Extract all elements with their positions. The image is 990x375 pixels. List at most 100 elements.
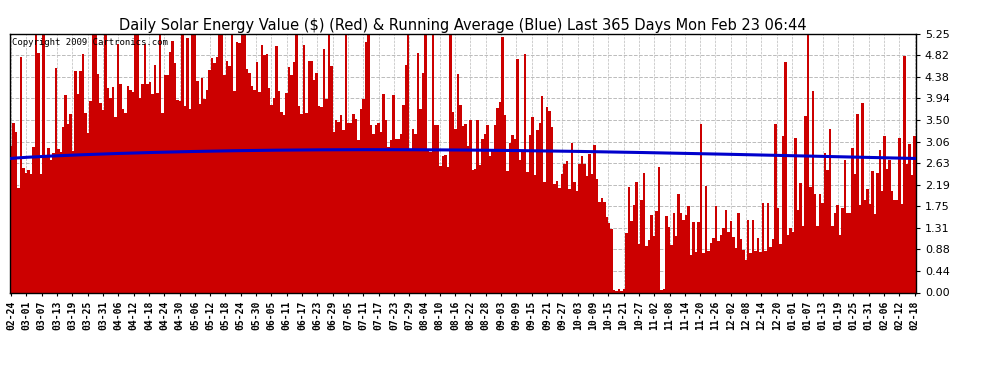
Bar bbox=[134, 34, 137, 292]
Bar bbox=[263, 55, 265, 292]
Bar bbox=[471, 170, 474, 292]
Bar bbox=[219, 34, 221, 292]
Bar bbox=[647, 240, 650, 292]
Bar bbox=[422, 73, 425, 292]
Bar bbox=[652, 236, 655, 292]
Bar bbox=[234, 91, 236, 292]
Bar bbox=[181, 34, 183, 292]
Bar bbox=[913, 136, 916, 292]
Bar bbox=[402, 105, 405, 292]
Bar bbox=[156, 93, 158, 292]
Bar bbox=[338, 122, 340, 292]
Bar bbox=[79, 71, 82, 292]
Bar bbox=[40, 174, 43, 292]
Bar bbox=[50, 160, 52, 292]
Bar bbox=[744, 260, 747, 292]
Bar bbox=[246, 69, 248, 292]
Bar bbox=[171, 40, 173, 292]
Bar bbox=[109, 98, 112, 292]
Bar bbox=[742, 250, 744, 292]
Bar bbox=[631, 221, 633, 292]
Bar bbox=[650, 214, 652, 292]
Bar bbox=[702, 254, 705, 292]
Bar bbox=[188, 108, 191, 292]
Bar bbox=[442, 156, 445, 292]
Bar bbox=[258, 92, 260, 292]
Bar bbox=[325, 99, 328, 292]
Bar bbox=[633, 206, 636, 292]
Bar bbox=[204, 99, 206, 292]
Bar bbox=[362, 99, 364, 292]
Bar bbox=[541, 96, 544, 292]
Bar bbox=[298, 106, 300, 292]
Bar bbox=[641, 200, 643, 292]
Bar bbox=[288, 68, 290, 292]
Bar bbox=[618, 289, 621, 292]
Bar bbox=[206, 90, 209, 292]
Bar bbox=[313, 80, 315, 292]
Bar bbox=[779, 244, 782, 292]
Bar bbox=[588, 154, 591, 292]
Bar bbox=[377, 123, 380, 292]
Bar bbox=[667, 227, 670, 292]
Bar bbox=[764, 251, 767, 292]
Bar bbox=[209, 70, 211, 292]
Bar bbox=[896, 200, 898, 292]
Bar bbox=[446, 166, 449, 292]
Bar bbox=[873, 214, 876, 292]
Bar bbox=[163, 75, 166, 292]
Bar bbox=[601, 198, 603, 292]
Bar bbox=[608, 223, 611, 292]
Bar bbox=[481, 139, 484, 292]
Bar bbox=[226, 61, 229, 292]
Bar bbox=[657, 167, 660, 292]
Bar bbox=[757, 238, 759, 292]
Bar bbox=[787, 235, 789, 292]
Bar bbox=[278, 92, 280, 292]
Bar bbox=[420, 109, 422, 292]
Bar bbox=[848, 213, 851, 292]
Bar bbox=[84, 113, 87, 292]
Bar bbox=[682, 220, 685, 292]
Bar bbox=[323, 49, 325, 292]
Bar bbox=[244, 34, 246, 292]
Bar bbox=[611, 229, 613, 292]
Bar bbox=[665, 216, 667, 292]
Bar bbox=[74, 71, 77, 292]
Bar bbox=[566, 161, 568, 292]
Bar bbox=[132, 92, 134, 292]
Bar bbox=[886, 169, 888, 292]
Bar bbox=[491, 151, 494, 292]
Bar bbox=[354, 119, 357, 292]
Bar bbox=[102, 110, 104, 292]
Bar bbox=[534, 175, 536, 292]
Bar bbox=[345, 34, 347, 292]
Bar bbox=[529, 135, 531, 292]
Bar bbox=[253, 90, 255, 292]
Bar bbox=[626, 233, 628, 292]
Bar bbox=[819, 194, 822, 292]
Bar bbox=[561, 174, 563, 292]
Bar bbox=[824, 153, 827, 292]
Bar bbox=[802, 226, 804, 292]
Bar bbox=[888, 160, 891, 292]
Bar bbox=[843, 160, 846, 292]
Bar bbox=[45, 155, 48, 292]
Bar bbox=[166, 75, 168, 292]
Bar bbox=[59, 152, 62, 292]
Bar bbox=[715, 206, 717, 292]
Bar bbox=[38, 54, 40, 292]
Bar bbox=[437, 124, 440, 292]
Bar bbox=[295, 34, 298, 292]
Bar bbox=[183, 106, 186, 292]
Bar bbox=[504, 116, 506, 292]
Bar bbox=[735, 248, 738, 292]
Bar bbox=[853, 174, 856, 292]
Bar bbox=[827, 170, 829, 292]
Bar bbox=[521, 152, 524, 292]
Bar bbox=[72, 152, 74, 292]
Bar bbox=[911, 174, 913, 292]
Bar bbox=[308, 60, 310, 292]
Bar bbox=[893, 200, 896, 292]
Bar bbox=[662, 289, 665, 292]
